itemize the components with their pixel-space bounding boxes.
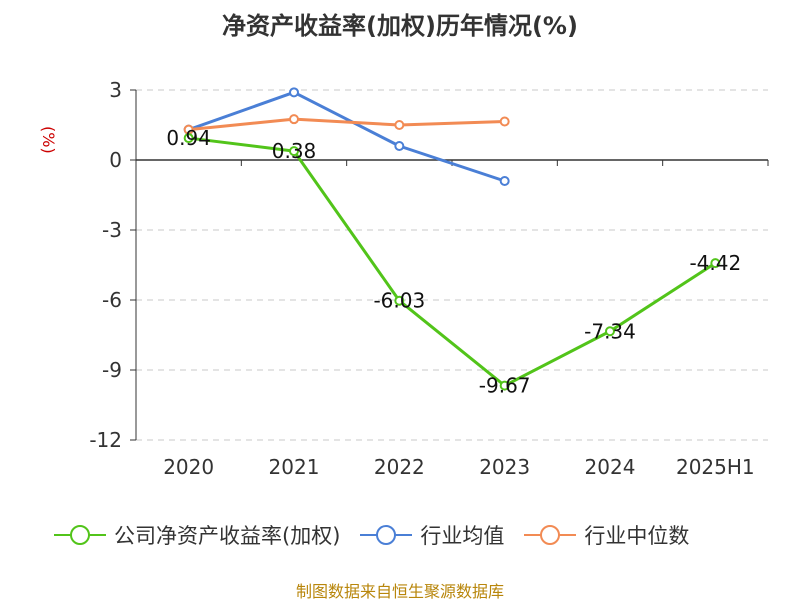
line-chart: 3 0 -3 -6 -9 -12 2020 2021 2022 2023 2024 2025H1 0.9… [89, 78, 769, 479]
y-tick-label: 3 [109, 78, 122, 102]
legend-marker-industry-mean [360, 525, 413, 545]
data-point [499, 380, 510, 391]
data-point [394, 141, 405, 151]
y-tick-label: -9 [102, 358, 122, 382]
data-point [499, 176, 510, 186]
y-tick-label: -12 [89, 428, 122, 452]
data-point [289, 114, 299, 125]
legend-label-industry-median: 行业中位数 [584, 524, 690, 548]
data-point [499, 116, 510, 127]
data-label: -6.03 [373, 289, 425, 313]
legend-item-industry-mean[interactable]: 行业均值 [360, 520, 504, 550]
y-tick-label: -3 [102, 218, 122, 242]
legend-label-company: 公司净资产收益率(加权) [114, 524, 341, 548]
y-tick-label: -6 [102, 288, 122, 312]
chart-title: 净资产收益率(加权)历年情况(%) [222, 12, 578, 40]
data-point [289, 87, 299, 98]
data-point [289, 146, 299, 157]
legend: 公司净资产收益率(加权) 行业均值 行业中位数 [54, 520, 709, 550]
series-line [188, 136, 717, 388]
x-tick-label: 2024 [585, 455, 636, 479]
data-point [394, 295, 405, 306]
data-source-note: 制图数据来自恒生聚源数据库 [295, 582, 504, 601]
data-point [183, 133, 194, 144]
data-label: -7.34 [584, 319, 636, 343]
legend-label-industry-mean: 行业均值 [420, 524, 505, 548]
legend-item-industry-median[interactable]: 行业中位数 [524, 520, 689, 550]
series-line [188, 90, 506, 183]
x-tick-label: 2020 [163, 455, 214, 479]
legend-item-company[interactable]: 公司净资产收益率(加权) [54, 520, 340, 550]
y-tick-label: 0 [109, 148, 122, 172]
x-tick-label: 2023 [479, 455, 530, 479]
data-point [394, 120, 405, 130]
series-line [188, 117, 505, 132]
x-tick-label: 2022 [374, 455, 425, 479]
data-label: 0.94 [166, 126, 211, 150]
legend-marker-industry-median [524, 525, 577, 545]
data-point [710, 258, 721, 269]
data-label: -4.42 [689, 251, 741, 275]
data-label: -9.67 [479, 374, 531, 398]
x-tick-label: 2021 [269, 455, 320, 479]
data-point [605, 326, 615, 337]
data-label: 0.38 [272, 139, 317, 163]
x-tick-label: 2025H1 [676, 455, 755, 479]
legend-marker-company [54, 525, 106, 545]
